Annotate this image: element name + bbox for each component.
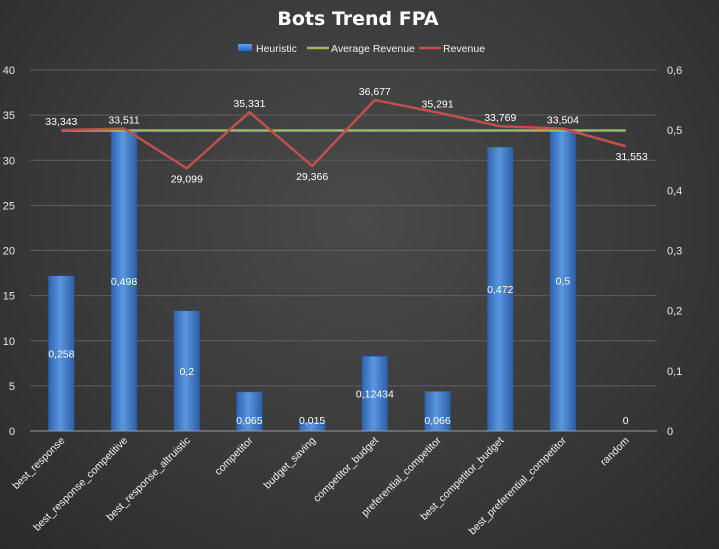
y-axis-left-tick: 20 bbox=[3, 246, 15, 258]
y-axis-left-tick: 40 bbox=[3, 65, 15, 77]
revenue-point-label: 31,553 bbox=[616, 151, 648, 163]
heuristic-bar-label: 0,015 bbox=[299, 415, 325, 427]
y-axis-left-tick: 5 bbox=[9, 381, 15, 393]
heuristic-bar bbox=[487, 146, 514, 432]
heuristic-bar-label: 0,472 bbox=[487, 284, 513, 296]
y-axis-left-tick: 25 bbox=[3, 200, 15, 212]
heuristic-bar bbox=[361, 355, 389, 432]
heuristic-bar bbox=[173, 310, 200, 432]
y-axis-right-tick: 0,3 bbox=[667, 246, 682, 258]
chart-title: Bots Trend FPA bbox=[277, 8, 439, 30]
y-axis-right-tick: 0,5 bbox=[667, 125, 682, 137]
y-axis-left-tick: 15 bbox=[3, 291, 15, 303]
x-axis-category-label: random bbox=[598, 434, 632, 468]
legend-label: Average Revenue bbox=[331, 43, 415, 55]
heuristic-bar bbox=[236, 391, 263, 432]
revenue-point-label: 33,343 bbox=[45, 116, 77, 128]
y-axis-left-tick: 35 bbox=[3, 110, 15, 122]
revenue-point-label: 29,366 bbox=[296, 171, 328, 183]
revenue-point-label: 29,099 bbox=[171, 173, 203, 185]
heuristic-bar-label: 0 bbox=[623, 415, 629, 427]
revenue-point-label: 35,331 bbox=[233, 98, 265, 110]
revenue-point-label: 35,291 bbox=[421, 98, 453, 110]
y-axis-left-tick: 10 bbox=[3, 336, 15, 348]
legend-label: Heuristic bbox=[256, 43, 297, 55]
y-axis-left-tick: 0 bbox=[9, 426, 15, 438]
heuristic-bar-label: 0,498 bbox=[111, 276, 137, 288]
heuristic-bar-label: 0,5 bbox=[556, 276, 571, 288]
legend-label: Revenue bbox=[443, 43, 485, 55]
revenue-point-label: 33,769 bbox=[484, 112, 516, 124]
revenue-point-label: 33,504 bbox=[547, 115, 579, 127]
y-axis-right-tick: 0,4 bbox=[667, 185, 682, 197]
revenue-point-label: 36,677 bbox=[359, 86, 391, 98]
heuristic-bar-label: 0,066 bbox=[424, 415, 450, 427]
x-axis-category-label: competitor_budget bbox=[311, 435, 381, 505]
x-axis-category-label: best_response bbox=[10, 435, 67, 492]
x-axis-category-label: budget_saving bbox=[261, 435, 318, 492]
y-axis-right-tick: 0 bbox=[667, 426, 673, 438]
heuristic-bar-label: 0,065 bbox=[236, 415, 262, 427]
y-axis-right-tick: 0,2 bbox=[667, 306, 682, 318]
heuristic-bar bbox=[110, 131, 138, 432]
y-axis-left-tick: 30 bbox=[3, 155, 15, 167]
heuristic-bar bbox=[549, 129, 577, 432]
heuristic-bar-label: 0,2 bbox=[179, 366, 194, 378]
y-axis-right-tick: 0,1 bbox=[667, 366, 682, 378]
x-axis-category-label: competitor bbox=[212, 434, 256, 478]
revenue-line bbox=[61, 98, 626, 170]
heuristic-bar bbox=[424, 391, 451, 432]
legend-swatch-heuristic bbox=[238, 44, 252, 51]
heuristic-bar bbox=[48, 275, 75, 432]
heuristic-bar-label: 0,258 bbox=[48, 348, 74, 360]
y-axis-right-tick: 0,6 bbox=[667, 65, 682, 77]
heuristic-bar-label: 0,12434 bbox=[356, 389, 394, 401]
revenue-point-label: 33,511 bbox=[108, 115, 139, 127]
